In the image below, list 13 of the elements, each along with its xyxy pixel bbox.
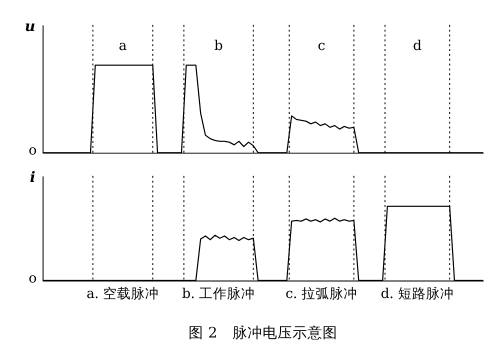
- text: c. 拉弧脉冲: [285, 286, 358, 302]
- text: 图 2 脉冲电压示意图: [188, 324, 338, 342]
- text: o: [28, 142, 37, 159]
- y-axis-title: u: [24, 18, 36, 36]
- text: d: [413, 38, 422, 54]
- text: b: [214, 38, 223, 54]
- text: c: [318, 38, 326, 54]
- text: b. 工作脉冲: [182, 286, 256, 302]
- text: a: [118, 38, 127, 54]
- text: a. 空载脉冲: [86, 286, 160, 302]
- text: d. 短路脉冲: [380, 286, 454, 302]
- text: o: [28, 270, 37, 286]
- y-axis-title: i: [30, 169, 36, 186]
